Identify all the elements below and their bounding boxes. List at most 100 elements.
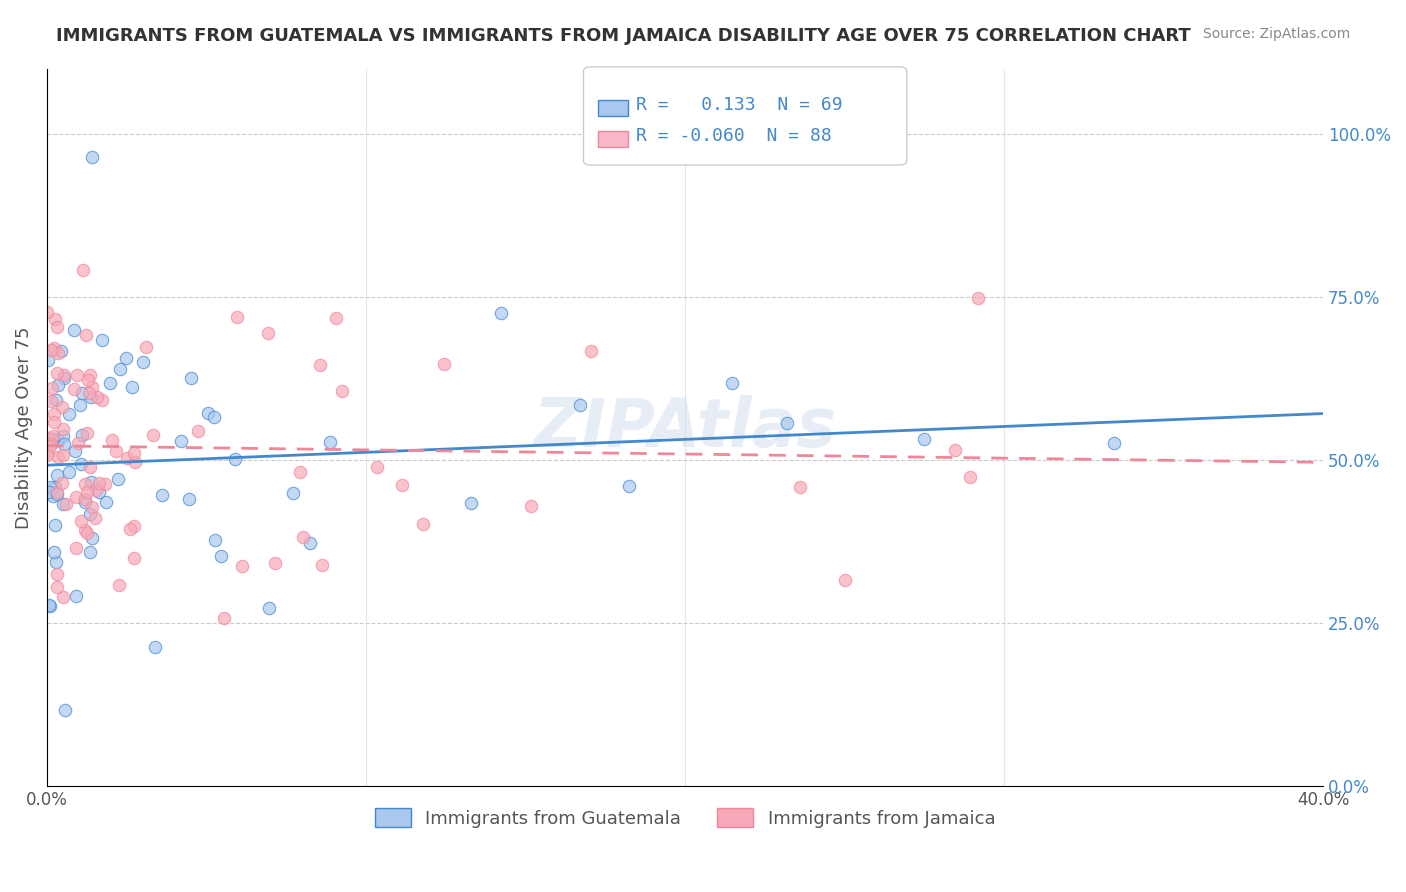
- Point: [257, 600, 280, 615]
- Point: [63, 443, 86, 458]
- Point: [120, 522, 142, 536]
- Point: [150, 488, 173, 502]
- Point: [41, 381, 63, 395]
- Point: [44, 517, 66, 532]
- Point: [52, 429, 75, 443]
- Point: [51, 476, 73, 491]
- Point: [76, 525, 98, 540]
- Point: [65, 589, 87, 603]
- Point: [53, 368, 76, 382]
- Point: [94, 477, 117, 491]
- Point: [42, 545, 65, 559]
- Point: [80, 500, 103, 514]
- Point: [63, 382, 86, 396]
- Point: [46, 345, 69, 359]
- Text: ZIPAtlas: ZIPAtlas: [533, 394, 837, 460]
- Point: [44, 342, 66, 356]
- Point: [75, 328, 97, 343]
- Point: [51, 401, 73, 415]
- Point: [776, 417, 799, 431]
- Point: [225, 310, 247, 325]
- Point: [72, 263, 94, 277]
- Point: [291, 529, 314, 543]
- Point: [37, 353, 59, 368]
- Point: [52, 448, 75, 462]
- Point: [107, 472, 129, 486]
- Point: [87, 484, 110, 499]
- Point: [77, 385, 100, 400]
- Point: [311, 558, 333, 573]
- Point: [617, 479, 640, 493]
- Point: [39, 480, 62, 494]
- Point: [179, 491, 201, 506]
- Point: [45, 467, 67, 482]
- Point: [58, 407, 80, 421]
- Point: [79, 508, 101, 522]
- Point: [197, 406, 219, 420]
- Point: [65, 491, 87, 505]
- Point: [39, 343, 62, 357]
- Point: [46, 319, 69, 334]
- Point: [70, 514, 93, 528]
- Point: [66, 368, 89, 383]
- Point: [290, 465, 312, 479]
- Point: [65, 541, 87, 555]
- Point: [70, 427, 93, 442]
- Point: [209, 549, 232, 563]
- Text: R = -0.060  N = 88: R = -0.060 N = 88: [636, 128, 831, 145]
- Point: [76, 425, 98, 440]
- Point: [39, 393, 62, 408]
- Point: [90, 392, 112, 407]
- Point: [45, 487, 67, 501]
- Point: [73, 495, 96, 509]
- Point: [214, 610, 236, 624]
- Point: [325, 310, 347, 325]
- Point: [37, 445, 59, 459]
- Point: [180, 371, 202, 385]
- Point: [110, 361, 132, 376]
- Point: [70, 458, 93, 472]
- Point: [391, 477, 413, 491]
- Point: [82, 150, 104, 164]
- Point: [42, 415, 65, 429]
- Point: [132, 355, 155, 369]
- Point: [42, 407, 65, 421]
- Y-axis label: Disability Age Over 75: Disability Age Over 75: [15, 326, 32, 529]
- Point: [86, 483, 108, 498]
- Point: [170, 434, 193, 448]
- Point: [86, 390, 108, 404]
- Point: [55, 497, 77, 511]
- Text: IMMIGRANTS FROM GUATEMALA VS IMMIGRANTS FROM JAMAICA DISABILITY AGE OVER 75 CORR: IMMIGRANTS FROM GUATEMALA VS IMMIGRANTS …: [56, 27, 1191, 45]
- Point: [83, 511, 105, 525]
- Point: [46, 450, 69, 465]
- Point: [520, 500, 543, 514]
- Legend: Immigrants from Guatemala, Immigrants from Jamaica: Immigrants from Guatemala, Immigrants fr…: [367, 801, 1002, 835]
- Point: [89, 475, 111, 490]
- Point: [53, 703, 76, 717]
- Point: [38, 484, 60, 499]
- Point: [121, 380, 143, 394]
- Point: [135, 340, 157, 354]
- Point: [834, 573, 856, 587]
- Point: [46, 485, 69, 500]
- Point: [224, 451, 246, 466]
- Point: [80, 380, 103, 394]
- Point: [366, 460, 388, 475]
- Point: [80, 475, 103, 489]
- Point: [115, 451, 138, 466]
- Point: [75, 477, 97, 491]
- Point: [789, 480, 811, 494]
- Point: [37, 448, 59, 462]
- Point: [39, 436, 62, 450]
- Point: [281, 486, 304, 500]
- Point: [104, 444, 127, 458]
- Point: [143, 640, 166, 654]
- Point: [122, 445, 145, 459]
- Point: [44, 311, 66, 326]
- Point: [91, 333, 114, 347]
- Point: [69, 398, 91, 412]
- Point: [79, 545, 101, 559]
- Point: [58, 466, 80, 480]
- Point: [53, 436, 76, 450]
- Point: [63, 323, 86, 337]
